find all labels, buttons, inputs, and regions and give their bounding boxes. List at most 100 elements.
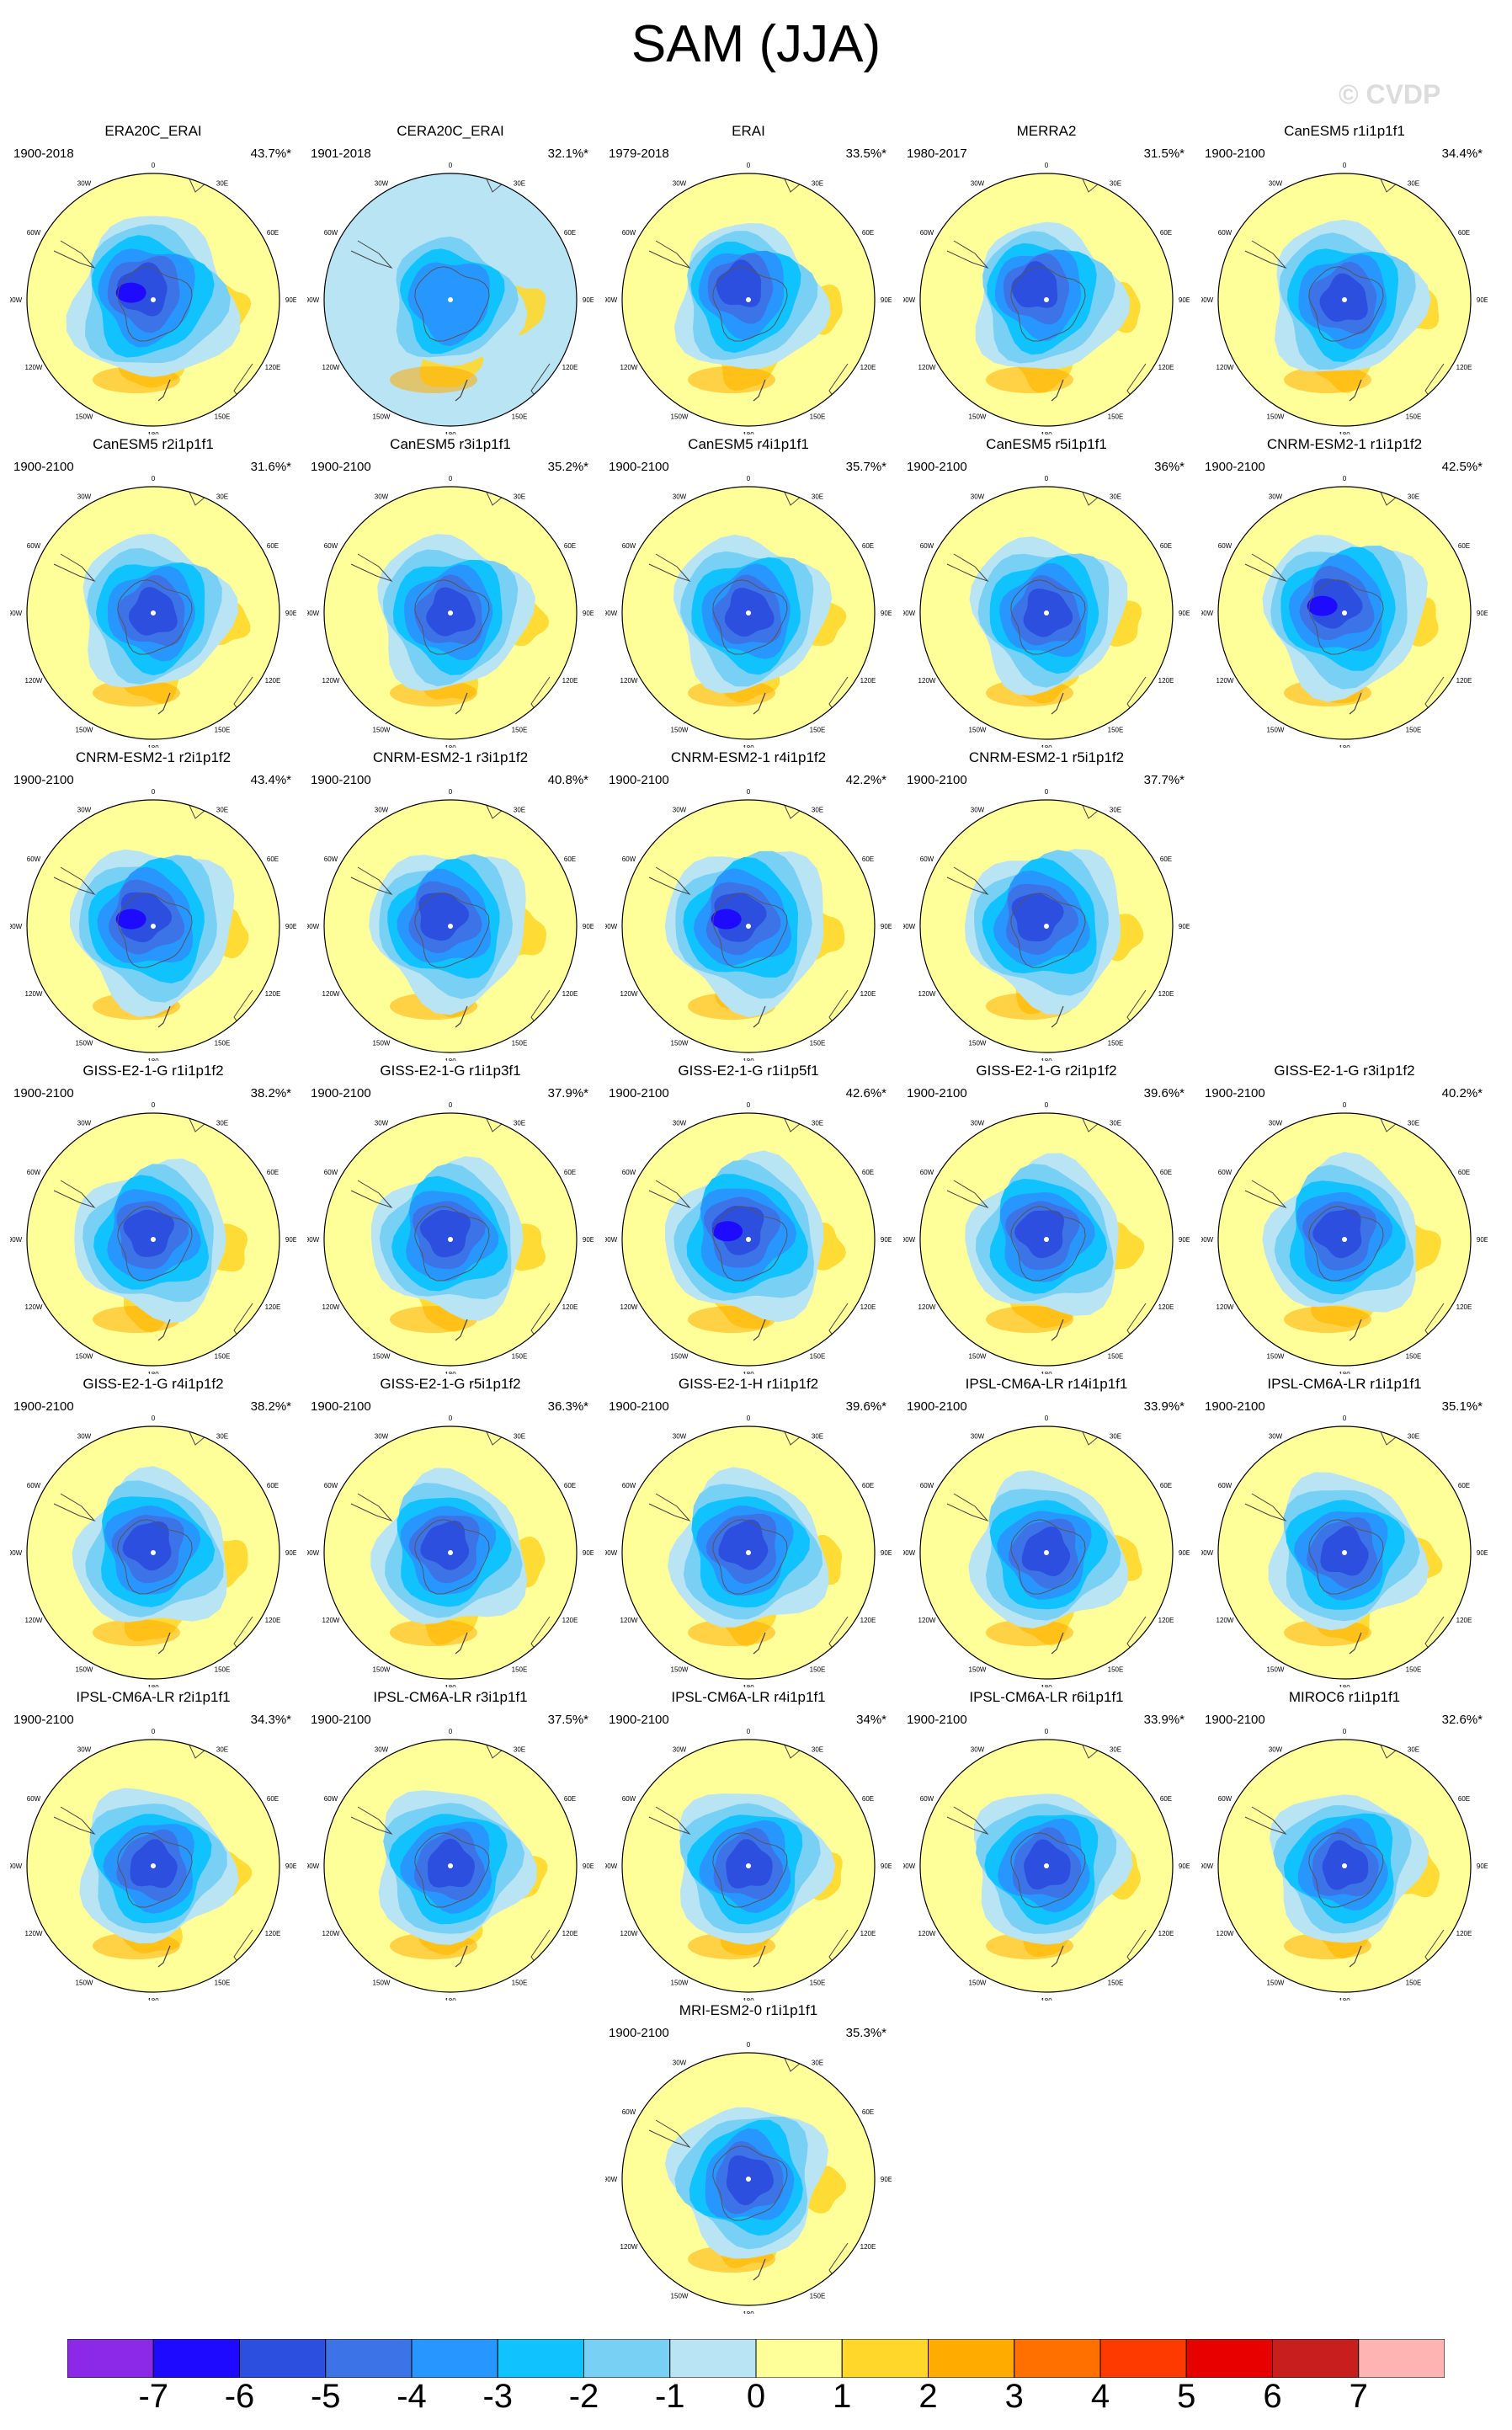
longitude-label: 90E xyxy=(285,296,296,304)
longitude-label: 30W xyxy=(673,179,687,187)
longitude-label: 150W xyxy=(969,1666,987,1674)
longitude-label: 120W xyxy=(322,1617,340,1624)
longitude-label: 30W xyxy=(971,493,985,500)
panel-title: CanESM5 r4i1p1f1 xyxy=(688,436,809,452)
longitude-label: 0 xyxy=(152,1415,156,1422)
longitude-label: 30E xyxy=(1110,493,1121,500)
longitude-label: 90E xyxy=(285,610,296,617)
panel-variance-percent: 39.6%* xyxy=(1143,1086,1185,1100)
longitude-label: 120E xyxy=(1158,677,1174,685)
map-panel: ERAI 1979-2018 33.5%* 0 30E 60E 90E 120E 150E 180… xyxy=(600,123,897,434)
panel-years: 1900-2100 xyxy=(1205,1399,1265,1414)
panel-variance-percent: 34%* xyxy=(856,1713,886,1727)
panel-title: GISS-E2-1-G r1i1p1f2 xyxy=(83,1063,224,1079)
longitude-label: 150E xyxy=(512,1666,528,1674)
longitude-label: 60E xyxy=(862,229,874,237)
longitude-label: 150W xyxy=(969,1040,987,1047)
longitude-label: 180 xyxy=(1041,1684,1052,1687)
panel-years: 1900-2100 xyxy=(907,1399,967,1414)
longitude-label: 0 xyxy=(449,788,453,796)
longitude-label: 0 xyxy=(1045,1101,1049,1109)
longitude-label: 90W xyxy=(605,296,618,304)
longitude-label: 120W xyxy=(25,677,43,685)
longitude-label: 0 xyxy=(152,162,156,169)
longitude-label: 90E xyxy=(285,1236,296,1244)
longitude-label: 150E xyxy=(1406,1666,1422,1674)
polar-map: 0 30E 60E 90E 120E 150E 180 150W 120W 90W 60W 30W xyxy=(605,1101,892,1374)
longitude-label: 30W xyxy=(77,1745,92,1753)
panel-years: 1901-2018 xyxy=(311,147,371,161)
colorbar-label: 3 xyxy=(1004,2378,1024,2415)
polar-map: 0 30E 60E 90E 120E 150E 180 150W 120W 90W 60W 30W xyxy=(903,788,1190,1061)
longitude-label: 180 xyxy=(147,431,159,434)
longitude-label: 90W xyxy=(903,1236,916,1244)
longitude-label: 60W xyxy=(622,2108,636,2116)
longitude-label: 60E xyxy=(1458,542,1470,550)
panel-years: 1900-2100 xyxy=(311,460,371,474)
longitude-label: 180 xyxy=(1041,1371,1052,1374)
longitude-label: 150W xyxy=(373,727,391,734)
panel-variance-percent: 37.9%* xyxy=(547,1086,588,1100)
longitude-label: 120W xyxy=(620,677,638,685)
map-panel: IPSL-CM6A-LR r4i1p1f1 1900-2100 34%* 0 30E 60… xyxy=(600,1689,897,2001)
polar-map: 0 30E 60E 90E 120E 150E 180 150W 120W 90W 60W 30W xyxy=(605,1728,892,2001)
longitude-label: 90W xyxy=(307,610,320,617)
longitude-label: 60W xyxy=(27,229,41,237)
longitude-label: 120W xyxy=(918,677,936,685)
longitude-label: 0 xyxy=(747,1101,751,1109)
longitude-label: 0 xyxy=(747,2041,751,2049)
panel-title: CNRM-ESM2-1 r2i1p1f2 xyxy=(75,749,232,765)
longitude-label: 30W xyxy=(673,1119,687,1127)
panel-years: 1900-2100 xyxy=(609,2026,669,2040)
longitude-label: 60W xyxy=(920,542,934,550)
longitude-label: 60W xyxy=(324,1482,338,1489)
panel-title: CanESM5 r5i1p1f1 xyxy=(986,436,1107,452)
longitude-label: 90E xyxy=(1477,1862,1488,1870)
longitude-label: 60E xyxy=(267,1795,279,1803)
longitude-label: 180 xyxy=(743,1684,754,1687)
panel-variance-percent: 40.2%* xyxy=(1441,1086,1483,1100)
longitude-label: 30E xyxy=(216,493,228,500)
longitude-label: 90E xyxy=(1477,610,1488,617)
longitude-label: 90W xyxy=(10,923,23,930)
longitude-label: 60W xyxy=(920,1795,934,1803)
longitude-label: 60E xyxy=(1160,1169,1172,1176)
longitude-label: 0 xyxy=(449,1415,453,1422)
panel-title: MERRA2 xyxy=(1016,123,1077,139)
map-panel: GISS-E2-1-G r1i1p1f2 1900-2100 38.2%* 0 30E 6… xyxy=(5,1063,301,1374)
polar-map: 0 30E 60E 90E 120E 150E 180 150W 120W 90W 60W 30W xyxy=(307,162,594,434)
longitude-label: 90W xyxy=(307,1236,320,1244)
longitude-label: 150W xyxy=(1267,1980,1285,1987)
longitude-label: 90W xyxy=(1201,610,1214,617)
longitude-label: 90E xyxy=(881,1236,892,1244)
longitude-label: 90E xyxy=(1477,1549,1488,1557)
colorbar-label: 0 xyxy=(746,2378,766,2415)
longitude-label: 150E xyxy=(215,413,231,421)
longitude-label: 60E xyxy=(564,1169,576,1176)
longitude-label: 120W xyxy=(25,1930,43,1937)
longitude-label: 120E xyxy=(1456,1303,1472,1311)
colorbar-swatch xyxy=(841,2339,929,2378)
panel-title: GISS-E2-1-H r1i1p1f2 xyxy=(678,1376,819,1392)
longitude-label: 90E xyxy=(583,1549,594,1557)
longitude-label: 0 xyxy=(1343,1101,1347,1109)
polar-map: 0 30E 60E 90E 120E 150E 180 150W 120W 90W 60W 30W xyxy=(903,475,1190,748)
longitude-label: 180 xyxy=(445,744,456,748)
colorbar-swatch xyxy=(1014,2339,1101,2378)
longitude-label: 60E xyxy=(564,1795,576,1803)
longitude-label: 120W xyxy=(620,990,638,998)
longitude-label: 30W xyxy=(77,1432,92,1440)
longitude-label: 60W xyxy=(1218,1169,1232,1176)
longitude-label: 90W xyxy=(307,1862,320,1870)
longitude-label: 120W xyxy=(322,364,340,371)
longitude-label: 150W xyxy=(1267,413,1285,421)
longitude-label: 150E xyxy=(512,413,528,421)
longitude-label: 30W xyxy=(375,1432,389,1440)
longitude-label: 0 xyxy=(449,162,453,169)
longitude-label: 60W xyxy=(1218,229,1232,237)
panel-variance-percent: 39.6%* xyxy=(845,1399,886,1414)
longitude-label: 30W xyxy=(77,179,92,187)
longitude-label: 150W xyxy=(969,413,987,421)
panel-title: GISS-E2-1-G r4i1p1f2 xyxy=(83,1376,224,1392)
longitude-label: 90W xyxy=(903,610,916,617)
